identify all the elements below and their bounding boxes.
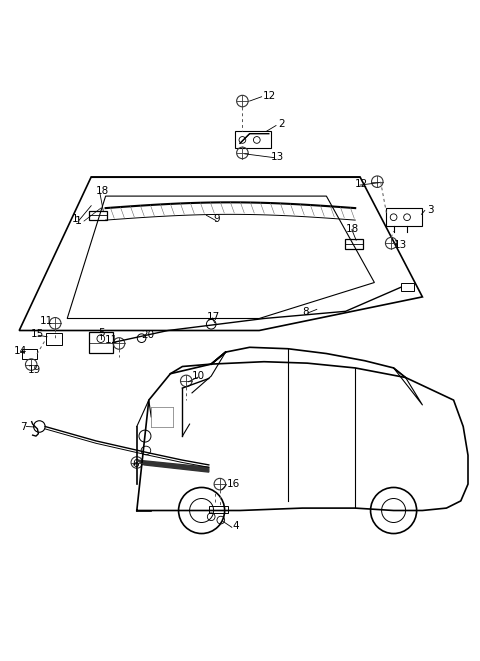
Text: 6: 6: [132, 459, 139, 469]
Text: 8: 8: [302, 307, 309, 317]
Text: 14: 14: [13, 346, 27, 356]
Text: 19: 19: [28, 365, 41, 375]
Text: 18: 18: [346, 223, 359, 234]
Text: 17: 17: [206, 312, 220, 322]
Text: 13: 13: [271, 152, 285, 162]
Text: 1: 1: [74, 216, 82, 226]
Text: 11: 11: [39, 316, 53, 326]
Text: 12: 12: [263, 91, 276, 101]
Text: 3: 3: [427, 204, 434, 215]
Text: 16: 16: [227, 479, 240, 489]
Text: 12: 12: [355, 179, 369, 189]
Text: 15: 15: [31, 329, 45, 339]
Text: 11: 11: [105, 335, 118, 345]
Text: 7: 7: [20, 422, 27, 432]
Text: 10: 10: [192, 371, 205, 381]
Text: 20: 20: [142, 330, 155, 340]
Text: 9: 9: [214, 214, 220, 224]
Text: 5: 5: [98, 328, 105, 338]
Text: 1: 1: [72, 214, 79, 224]
Text: 2: 2: [278, 119, 285, 129]
Polygon shape: [137, 460, 209, 472]
Text: 13: 13: [394, 240, 407, 250]
Text: 4: 4: [233, 522, 240, 531]
Text: 18: 18: [96, 186, 109, 196]
